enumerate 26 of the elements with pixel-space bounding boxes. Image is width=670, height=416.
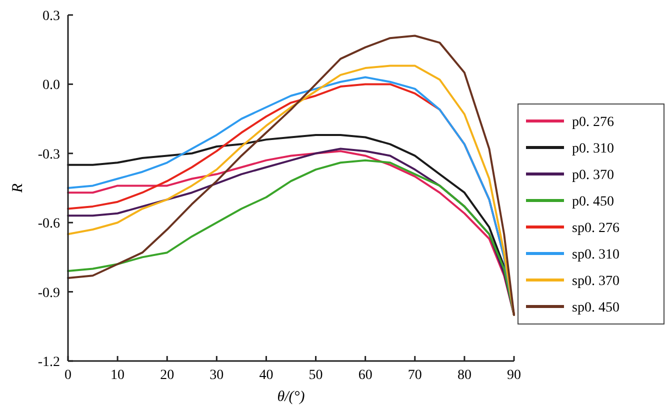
x-tick-label: 50: [308, 368, 323, 383]
x-tick-label: 70: [408, 368, 422, 383]
x-tick-label: 0: [64, 368, 72, 383]
legend-label: p0. 310: [572, 142, 614, 156]
y-axis-title: R: [10, 183, 26, 194]
y-tick-label: -0.9: [38, 286, 60, 301]
y-tick-label: 0.3: [42, 9, 60, 24]
y-tick-label: -0.6: [38, 216, 60, 232]
x-tick-label: 80: [457, 368, 472, 383]
y-tick-label: 0.0: [42, 78, 60, 94]
legend-label: sp0. 310: [572, 248, 620, 262]
legend-label: sp0. 370: [572, 274, 620, 289]
y-tick-label: -1.2: [38, 355, 60, 370]
y-tick-label: -0.3: [38, 147, 60, 162]
legend-label: p0. 276: [572, 115, 614, 130]
x-tick-label: 20: [160, 368, 174, 383]
x-axis-title: θ/(°): [277, 389, 305, 405]
legend-label: sp0. 276: [572, 221, 620, 236]
legend-label: p0. 450: [572, 194, 614, 210]
legend-label: sp0. 450: [572, 300, 620, 316]
x-tick-label: 90: [507, 368, 521, 383]
x-tick-label: 40: [259, 368, 274, 383]
x-tick-label: 10: [110, 368, 125, 383]
x-tick-label: 60: [358, 368, 372, 383]
legend-label: p0. 370: [572, 168, 614, 183]
x-tick-label: 30: [210, 368, 224, 383]
